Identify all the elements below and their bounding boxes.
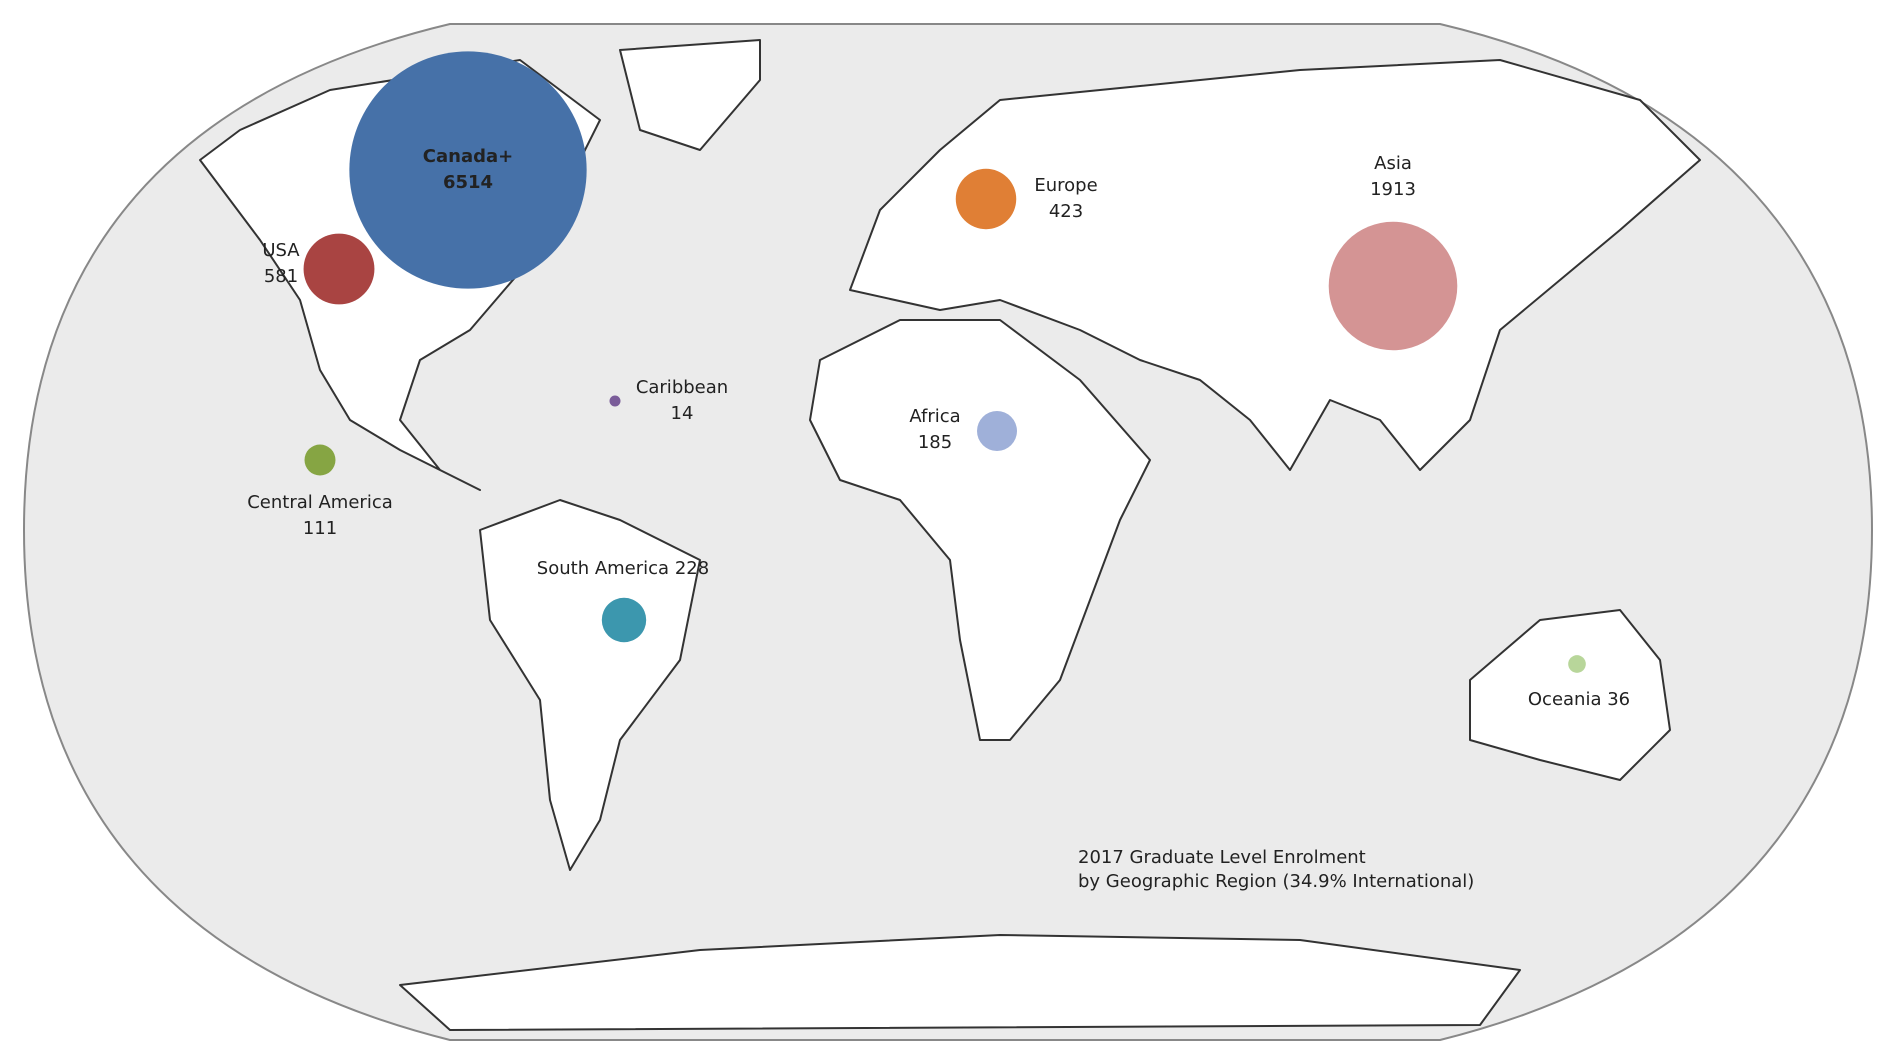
bubble (955, 168, 1017, 230)
region-name: Asia (1374, 153, 1412, 174)
title-line: by Geographic Region (34.9% Internationa… (1078, 871, 1474, 892)
region-value: 581 (264, 266, 298, 287)
region-label: South America 228 (537, 558, 709, 579)
region-name: Canada+ (423, 146, 513, 167)
bubble (601, 597, 647, 643)
region-value: 111 (303, 518, 337, 539)
region-value: 185 (918, 432, 952, 453)
africa (809, 319, 1151, 741)
australia (1469, 609, 1671, 781)
south-america (479, 499, 701, 871)
bubble (977, 411, 1017, 451)
bubble (609, 395, 621, 407)
region-label: Oceania 36 (1528, 689, 1630, 710)
region-name: Central America (247, 492, 393, 513)
region-name: USA (262, 240, 300, 261)
antarctica (399, 934, 1521, 1031)
eurasia (849, 59, 1701, 471)
region-name: Oceania (1528, 689, 1602, 710)
region-name: Africa (909, 406, 960, 427)
bubble (1568, 655, 1586, 673)
region-name: Caribbean (636, 377, 728, 398)
greenland (619, 39, 761, 151)
bubble (349, 51, 587, 289)
bubble (304, 444, 336, 476)
region-value: 6514 (443, 172, 493, 193)
region-value: 228 (675, 558, 709, 579)
bubble (303, 233, 375, 305)
region-value: 14 (671, 403, 694, 424)
region-value: 423 (1049, 201, 1083, 222)
region-name: South America (537, 558, 669, 579)
continents (199, 39, 1701, 1031)
region-value: 1913 (1370, 179, 1416, 200)
region-name: Europe (1034, 175, 1097, 196)
bubble (1328, 221, 1458, 351)
title-line: 2017 Graduate Level Enrolment (1078, 847, 1366, 868)
region-value: 36 (1607, 689, 1630, 710)
